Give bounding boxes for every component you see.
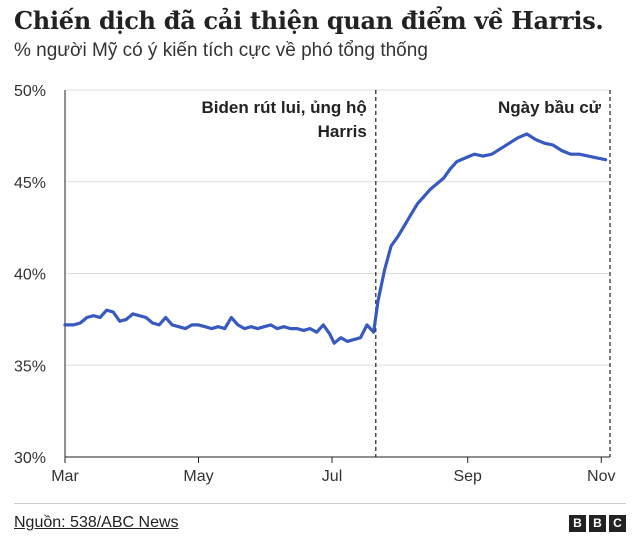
annotation-label: Ngày bầu cử <box>498 98 602 117</box>
x-tick-label: Jul <box>322 468 342 485</box>
y-tick-label: 35% <box>14 358 46 375</box>
y-tick-label: 40% <box>14 267 46 284</box>
line-chart: 30% 35% 40% 45% 50% Mar May Jul Sep Nov Biden rút … <box>14 83 615 485</box>
x-tick-label: Mar <box>51 468 79 485</box>
chart-title: Chiến dịch đã cải thiện quan điểm về Har… <box>14 6 604 35</box>
x-tick-label: Sep <box>453 468 482 485</box>
chart-subtitle: % người Mỹ có ý kiến tích cực về phó tổn… <box>14 40 428 61</box>
footer-divider <box>14 503 626 504</box>
bbc-logo: B B C <box>569 515 626 532</box>
x-tick-label: Nov <box>587 468 615 485</box>
series-line <box>63 132 608 345</box>
bbc-logo-letter: C <box>609 515 626 532</box>
x-tick-label: May <box>183 468 213 485</box>
annotation-label: Harris <box>318 122 367 141</box>
bbc-logo-letter: B <box>569 515 586 532</box>
source-link[interactable]: Nguồn: 538/ABC News <box>14 514 179 531</box>
y-tick-label: 30% <box>14 450 46 467</box>
y-tick-label: 45% <box>14 175 46 192</box>
y-tick-label: 50% <box>14 83 46 100</box>
bbc-logo-letter: B <box>589 515 606 532</box>
annotation-label: Biden rút lui, ủng hộ <box>202 98 367 117</box>
